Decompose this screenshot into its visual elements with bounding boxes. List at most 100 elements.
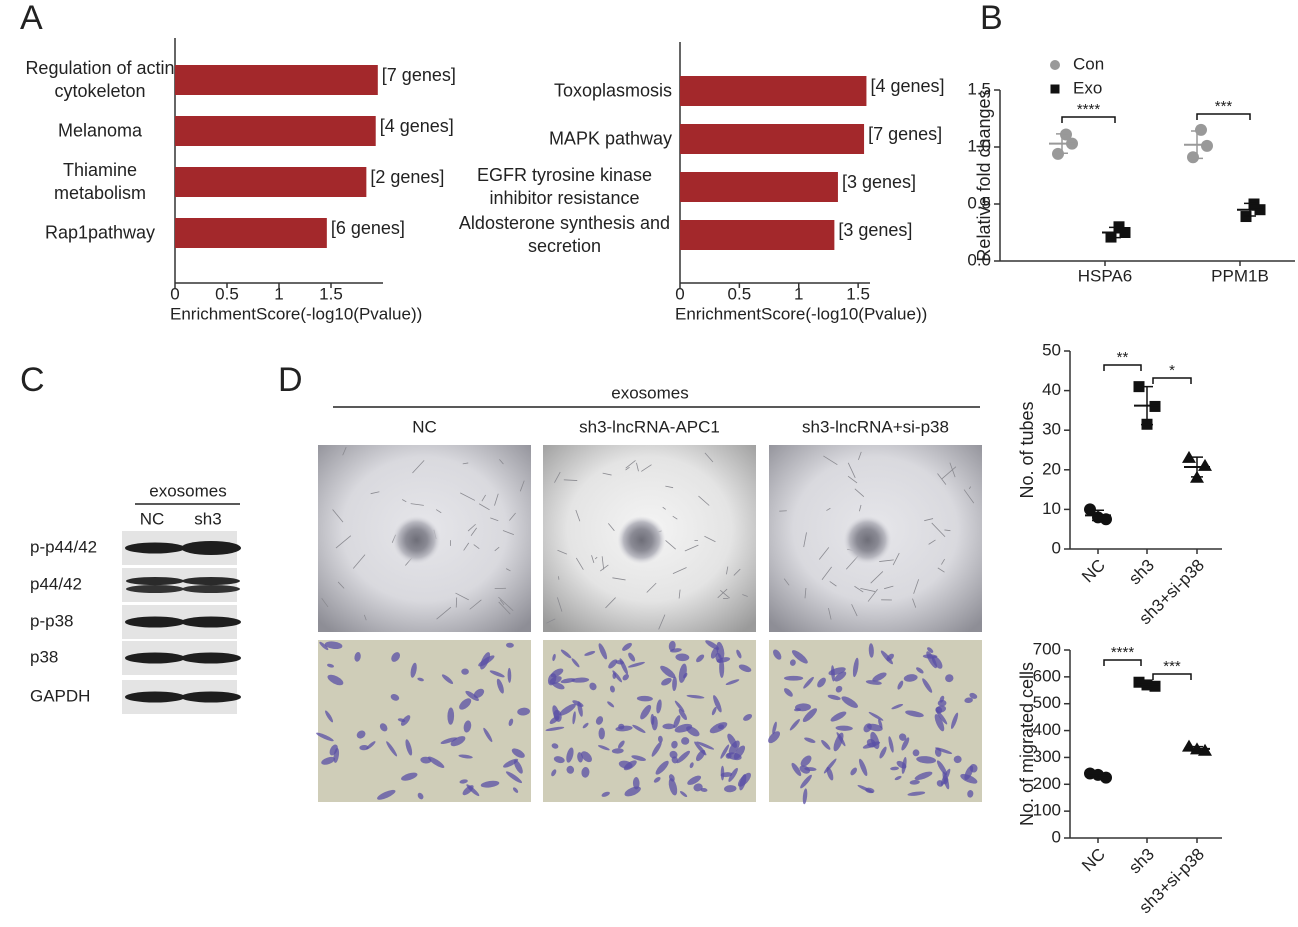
blot-band [182,585,240,593]
migrated-cell [354,652,361,662]
migrated-cell [683,672,688,679]
error-bar [1056,133,1068,155]
category-label: Melanoma [20,120,180,143]
migrated-cell [886,653,894,661]
migrated-cell [719,658,725,678]
migrated-cell [926,651,937,669]
tube-network [402,499,407,503]
y-tick-label: 200 [1033,774,1061,793]
migrated-cell [674,723,693,733]
x-tick-label: NC [1078,556,1109,587]
tube-network [704,535,716,543]
blot-row-label: p44/42 [30,574,82,593]
migrated-cell [618,740,625,749]
migrated-cell [934,714,945,732]
migrated-cell [804,737,816,743]
blot-band [182,577,240,585]
tube-network [828,607,832,620]
tube-network [870,571,884,584]
point [1195,123,1207,136]
tube-network [949,462,956,478]
migrated-cell [459,698,472,710]
migrated-cell [794,703,812,712]
migrated-cell [619,658,628,675]
migrated-cell [903,674,918,682]
tube-network [519,480,525,492]
migrated-cell [960,773,978,784]
migrated-cell [669,750,678,759]
migrated-cell [768,731,781,744]
panel-letter: C [20,361,45,399]
tube-network [884,585,894,590]
tube-network [509,512,516,521]
blot-band [125,542,185,554]
migrated-cell [397,718,406,723]
migrated-cell [496,678,504,694]
x-tick-label: 1.5 [846,284,870,303]
bar-note: [4 genes] [870,76,944,96]
legend-label: Exo [1073,78,1102,97]
migrated-cell [862,741,881,749]
x-tick-label: 1 [794,284,803,303]
migrated-cell [420,756,432,764]
migrated-cell [417,677,424,682]
migrated-cell [868,643,874,658]
tube-network [928,539,936,545]
tube-network [460,492,476,501]
migrated-cell [601,791,610,797]
migrated-cell [668,640,676,651]
tube-network [742,594,748,597]
bar [680,124,865,154]
migrated-cell [668,778,678,796]
tube-network [783,578,790,586]
migrated-cell [728,767,738,782]
x-tick-label: 0.5 [215,284,239,303]
tube-network [467,523,476,532]
migrated-cell [386,741,398,757]
significance-label: *** [1215,98,1233,115]
migrated-cell [720,765,725,781]
migrated-cell [598,643,608,660]
migrated-cell [733,745,746,760]
category-label: Aldosterone synthesis and secretion [457,212,672,258]
tube-network [672,567,687,575]
tube-network [859,504,862,512]
blot-band [181,541,241,555]
migrated-cell [447,707,455,725]
migrated-cell [560,678,576,684]
tube-network [455,592,469,601]
tube-network [575,557,584,570]
tube-network [342,447,347,456]
y-tick-label: 400 [1033,720,1061,739]
tube-network [924,518,934,522]
migrated-cell [901,757,907,774]
category-label: Thiamine metabolism [20,159,180,205]
migrated-cell [783,675,804,681]
bar [680,220,835,250]
migrated-cell [720,744,730,759]
tube-network [599,564,609,572]
lane-label: NC [140,509,165,528]
legend-circle [1050,60,1060,70]
migrated-cell [651,716,658,731]
y-axis-label: No. of migrated cells [1017,662,1037,826]
migrated-cell [738,664,752,673]
migrated-cell [571,658,580,668]
category-text: Regulation of actin cytokeleton [25,58,175,101]
tube-network [625,466,630,471]
migrated-cell [678,708,688,720]
migrated-cell [834,671,847,682]
error-bar [1141,385,1153,426]
migrated-cell [507,667,512,683]
migrated-cell [935,706,943,714]
tube-network [662,506,666,510]
image-column-label: sh3-lncRNA+si-p38 [802,417,949,436]
y-tick-label: 1.0 [967,136,991,155]
tube-network [494,493,499,506]
tube-network [641,464,652,472]
migrated-cell [597,745,610,751]
migrated-cell [803,676,814,689]
tube-network [847,462,856,479]
error-bar [1191,745,1203,752]
migrated-cell [736,649,742,659]
